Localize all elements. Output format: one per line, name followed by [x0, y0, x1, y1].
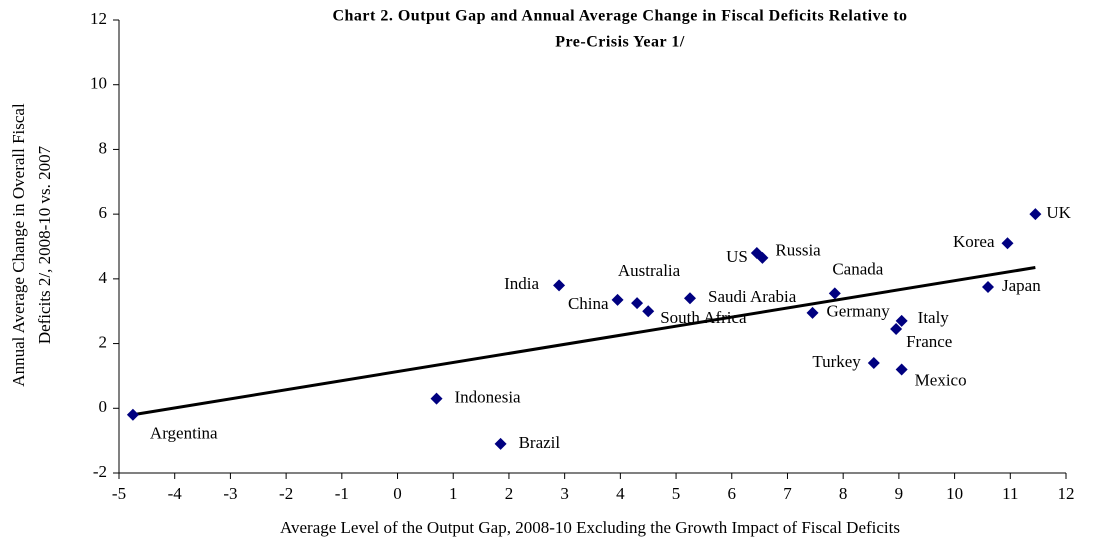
point — [756, 251, 769, 264]
point-label: Korea — [953, 232, 995, 251]
point-label: Germany — [827, 302, 891, 321]
x-tick-label: 6 — [728, 484, 737, 503]
x-tick-label: 10 — [946, 484, 963, 503]
point-label: Mexico — [915, 370, 967, 389]
point — [890, 323, 903, 336]
y-tick-label: 10 — [90, 74, 107, 93]
trend-line — [132, 266, 1036, 417]
point — [430, 392, 443, 405]
point — [611, 293, 624, 306]
point-label: Indonesia — [455, 387, 522, 406]
point — [806, 306, 819, 319]
point-label: South Africa — [660, 308, 747, 327]
y-tick-label: 2 — [99, 332, 108, 351]
x-tick-label: 3 — [560, 484, 569, 503]
y-axis-label: Deficits 2/, 2008-10 vs. 2007 — [35, 145, 54, 344]
x-tick-label: -3 — [223, 484, 237, 503]
y-tick-label: -2 — [93, 462, 107, 481]
y-tick-label: 0 — [99, 397, 108, 416]
x-tick-label: -4 — [168, 484, 183, 503]
point-label: Italy — [918, 308, 950, 327]
point — [1001, 237, 1014, 250]
point-label: Russia — [775, 241, 821, 260]
point-label: Saudi Arabia — [708, 287, 797, 306]
point — [494, 437, 507, 450]
point — [553, 279, 566, 292]
point-label: India — [504, 274, 539, 293]
point — [631, 297, 644, 310]
x-tick-label: 8 — [839, 484, 848, 503]
chart-subtitle: Pre-Crisis Year 1/ — [555, 34, 685, 51]
point-label: Turkey — [812, 352, 861, 371]
point-label: Canada — [832, 259, 883, 278]
point — [895, 314, 908, 327]
x-tick-label: 5 — [672, 484, 681, 503]
x-tick-label: -5 — [112, 484, 126, 503]
x-tick-label: 9 — [895, 484, 904, 503]
x-tick-label: 11 — [1002, 484, 1018, 503]
point — [828, 287, 841, 300]
point — [1029, 208, 1042, 221]
point-label: China — [568, 294, 609, 313]
y-tick-label: 4 — [99, 268, 108, 287]
y-tick-label: 12 — [90, 9, 107, 28]
point — [895, 363, 908, 376]
point — [683, 292, 696, 305]
x-axis-label: Average Level of the Output Gap, 2008-10… — [280, 518, 900, 537]
point — [982, 280, 995, 293]
y-axis-label: Annual Average Change in Overall Fiscal — [9, 103, 28, 387]
x-tick-label: 2 — [505, 484, 514, 503]
point-label: US — [726, 247, 748, 266]
point — [126, 408, 139, 421]
x-tick-label: 4 — [616, 484, 625, 503]
y-tick-label: 6 — [99, 203, 108, 222]
x-tick-label: -2 — [279, 484, 293, 503]
x-tick-label: 1 — [449, 484, 458, 503]
point-label: France — [906, 332, 952, 351]
y-tick-label: 8 — [99, 138, 108, 157]
point — [642, 305, 655, 318]
point-label: Argentina — [150, 424, 218, 443]
x-tick-label: -1 — [335, 484, 349, 503]
point-label: Australia — [618, 261, 681, 280]
x-tick-label: 0 — [393, 484, 402, 503]
point-label: Brazil — [519, 433, 561, 452]
point-label: Japan — [1002, 276, 1041, 295]
point-label: UK — [1046, 203, 1071, 222]
x-tick-label: 12 — [1058, 484, 1075, 503]
point — [867, 356, 880, 369]
chart-title: Chart 2. Output Gap and Annual Average C… — [332, 8, 907, 25]
x-tick-label: 7 — [783, 484, 792, 503]
